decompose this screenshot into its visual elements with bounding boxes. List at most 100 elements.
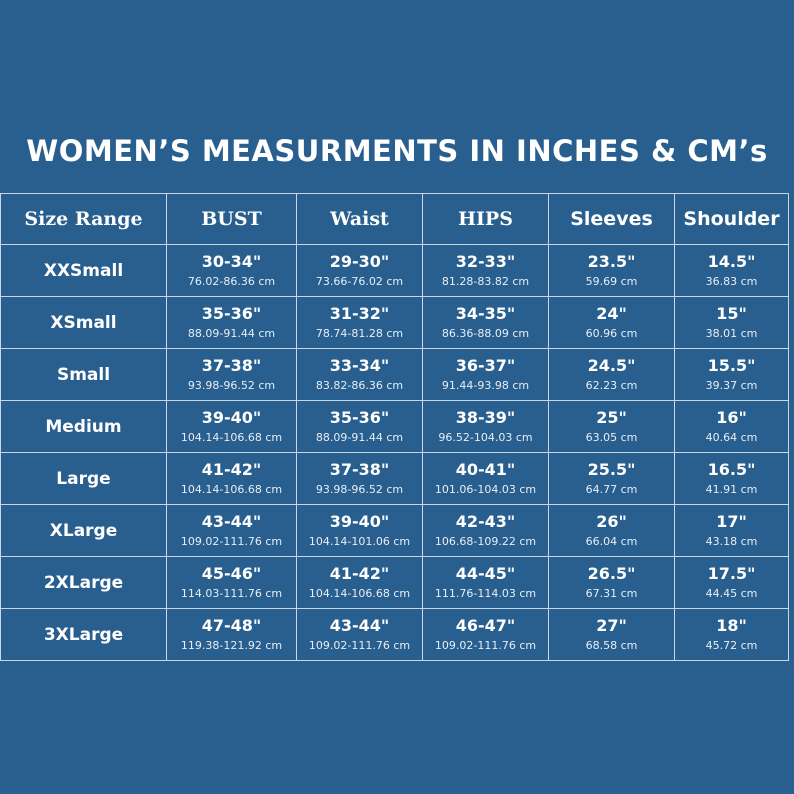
inch-value: 37-38" [201, 355, 262, 375]
table-row: Small 37-38" 93.98-96.52 cm 33-34" 83.82-86.… [0, 348, 789, 401]
size-label: XSmall [50, 313, 117, 333]
cm-value: 73.66-76.02 cm [315, 274, 404, 288]
inch-value: 37-38" [329, 459, 390, 479]
waist-cell: 35-36" 88.09-91.44 cm [296, 400, 423, 453]
inch-value: 25" [596, 407, 627, 427]
bust-cell: 30-34" 76.02-86.36 cm [166, 244, 297, 297]
waist-cell: 29-30" 73.66-76.02 cm [296, 244, 423, 297]
cm-value: 109.02-111.76 cm [434, 638, 537, 652]
size-cell: Medium [0, 400, 167, 453]
inch-value: 38-39" [455, 407, 516, 427]
size-label: Small [56, 365, 111, 385]
size-cell: 2XLarge [0, 556, 167, 609]
shoulder-cell: 15" 38.01 cm [674, 296, 789, 349]
waist-cell: 37-38" 93.98-96.52 cm [296, 452, 423, 505]
bust-cell: 43-44" 109.02-111.76 cm [166, 504, 297, 557]
sleeves-cell: 24" 60.96 cm [548, 296, 675, 349]
cm-value: 38.01 cm [705, 326, 758, 340]
hips-cell: 36-37" 91.44-93.98 cm [422, 348, 549, 401]
cm-value: 86.36-88.09 cm [441, 326, 530, 340]
cm-value: 81.28-83.82 cm [441, 274, 530, 288]
cm-value: 109.02-111.76 cm [308, 638, 411, 652]
sleeves-cell: 26.5" 67.31 cm [548, 556, 675, 609]
bust-cell: 37-38" 93.98-96.52 cm [166, 348, 297, 401]
inch-value: 36-37" [455, 355, 516, 375]
shoulder-cell: 17.5" 44.45 cm [674, 556, 789, 609]
inch-value: 31-32" [329, 303, 390, 323]
cm-value: 119.38-121.92 cm [180, 638, 283, 652]
waist-cell: 31-32" 78.74-81.28 cm [296, 296, 423, 349]
table-row: Large 41-42" 104.14-106.68 cm 37-38" 93.98-9… [0, 452, 789, 505]
cm-value: 43.18 cm [705, 534, 758, 548]
bust-cell: 35-36" 88.09-91.44 cm [166, 296, 297, 349]
size-cell: XSmall [0, 296, 167, 349]
cm-value: 67.31 cm [585, 586, 638, 600]
inch-value: 41-42" [329, 563, 390, 583]
size-chart-table: Size Range BUST Waist HIPS Sleeves Shoul… [0, 193, 789, 661]
inch-value: 42-43" [455, 511, 516, 531]
inch-value: 39-40" [329, 511, 390, 531]
inch-value: 39-40" [201, 407, 262, 427]
header-hips: HIPS [422, 193, 549, 245]
inch-value: 40-41" [455, 459, 516, 479]
waist-cell: 43-44" 109.02-111.76 cm [296, 608, 423, 661]
size-cell: Large [0, 452, 167, 505]
inch-value: 26.5" [587, 563, 636, 583]
cm-value: 68.58 cm [585, 638, 638, 652]
cm-value: 91.44-93.98 cm [441, 378, 530, 392]
size-label: XXSmall [43, 261, 124, 281]
cm-value: 66.04 cm [585, 534, 638, 548]
inch-value: 44-45" [455, 563, 516, 583]
size-label: XLarge [49, 521, 118, 541]
header-waist: Waist [296, 193, 423, 245]
shoulder-cell: 15.5" 39.37 cm [674, 348, 789, 401]
inch-value: 45-46" [201, 563, 262, 583]
inch-value: 30-34" [201, 251, 262, 271]
waist-cell: 41-42" 104.14-106.68 cm [296, 556, 423, 609]
inch-value: 14.5" [707, 251, 756, 271]
cm-value: 104.14-106.68 cm [308, 586, 411, 600]
inch-value: 46-47" [455, 615, 516, 635]
inch-value: 35-36" [329, 407, 390, 427]
header-bust: BUST [166, 193, 297, 245]
inch-value: 15.5" [707, 355, 756, 375]
inch-value: 43-44" [329, 615, 390, 635]
cm-value: 106.68-109.22 cm [434, 534, 537, 548]
cm-value: 104.14-106.68 cm [180, 482, 283, 496]
inch-value: 17.5" [707, 563, 756, 583]
bust-cell: 41-42" 104.14-106.68 cm [166, 452, 297, 505]
cm-value: 76.02-86.36 cm [187, 274, 276, 288]
table-row: 2XLarge 45-46" 114.03-111.76 cm 41-42" 104.1… [0, 556, 789, 609]
cm-value: 62.23 cm [585, 378, 638, 392]
table-row: XSmall 35-36" 88.09-91.44 cm 31-32" 78.74-81… [0, 296, 789, 349]
cm-value: 59.69 cm [585, 274, 638, 288]
cm-value: 41.91 cm [705, 482, 758, 496]
cm-value: 36.83 cm [705, 274, 758, 288]
table-row: 3XLarge 47-48" 119.38-121.92 cm 43-44" 109.0… [0, 608, 789, 661]
inch-value: 24.5" [587, 355, 636, 375]
hips-cell: 38-39" 96.52-104.03 cm [422, 400, 549, 453]
inch-value: 24" [596, 303, 627, 323]
hips-cell: 44-45" 111.76-114.03 cm [422, 556, 549, 609]
bust-cell: 45-46" 114.03-111.76 cm [166, 556, 297, 609]
bust-cell: 39-40" 104.14-106.68 cm [166, 400, 297, 453]
hips-cell: 42-43" 106.68-109.22 cm [422, 504, 549, 557]
header-row: Size Range BUST Waist HIPS Sleeves Shoul… [0, 193, 789, 245]
cm-value: 88.09-91.44 cm [315, 430, 404, 444]
cm-value: 104.14-106.68 cm [180, 430, 283, 444]
inch-value: 43-44" [201, 511, 262, 531]
shoulder-cell: 17" 43.18 cm [674, 504, 789, 557]
sleeves-cell: 25.5" 64.77 cm [548, 452, 675, 505]
inch-value: 32-33" [455, 251, 516, 271]
cm-value: 83.82-86.36 cm [315, 378, 404, 392]
sleeves-cell: 23.5" 59.69 cm [548, 244, 675, 297]
inch-value: 25.5" [587, 459, 636, 479]
cm-value: 93.98-96.52 cm [187, 378, 276, 392]
hips-cell: 46-47" 109.02-111.76 cm [422, 608, 549, 661]
hips-cell: 32-33" 81.28-83.82 cm [422, 244, 549, 297]
inch-value: 27" [596, 615, 627, 635]
table-row: Medium 39-40" 104.14-106.68 cm 35-36" 88.09-… [0, 400, 789, 453]
size-label: 2XLarge [43, 573, 124, 593]
inch-value: 35-36" [201, 303, 262, 323]
header-shoulder: Shoulder [674, 193, 789, 245]
